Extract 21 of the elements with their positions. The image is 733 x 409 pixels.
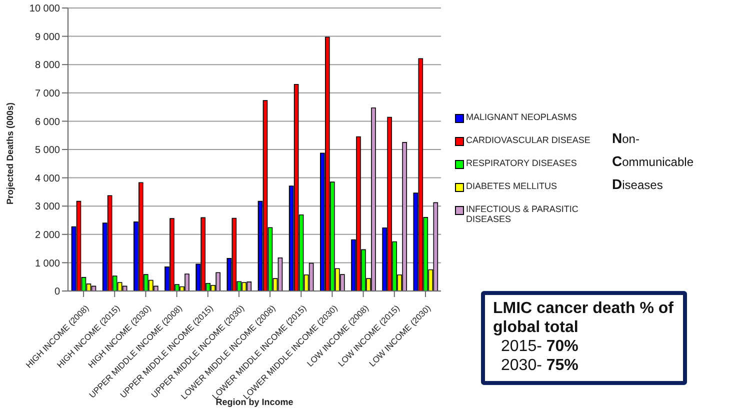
text: 2030- 75%	[500, 356, 580, 375]
y-tick-label: 3 000	[34, 202, 60, 213]
y-tick-label: 1 000	[34, 258, 60, 270]
y-tick-label: 7 000	[34, 88, 60, 100]
y-tick-label: 9 000	[34, 32, 60, 43]
y-tick-label: 6 000	[34, 116, 60, 128]
legend-label: MALIGNANT NEOPLASMS	[466, 112, 577, 122]
y-tick-label: 5 000	[34, 145, 60, 156]
text: 2015- 70%	[500, 337, 580, 356]
legend-label: DIABETES MELLITUS	[466, 181, 558, 191]
text: Non-Communicable Diseases	[612, 129, 694, 194]
y-tick-label: 2 000	[34, 230, 60, 241]
y-tick-label: 10 000	[29, 4, 60, 15]
y-axis-title: Projected Deaths (000s)	[5, 102, 16, 204]
legend-label: INFECTIOUS & PARASITIC DISEASES	[466, 204, 580, 224]
y-tick-label: 0	[54, 286, 60, 298]
text: LMIC cancer death % of global total	[493, 299, 674, 337]
legend-label: CARDIOVASCULAR DISEASE	[466, 135, 590, 145]
legend-label: RESPIRATORY DISEASES	[466, 158, 577, 168]
y-tick-label: 8 000	[34, 60, 60, 72]
y-tick-label: 4 000	[34, 173, 60, 184]
